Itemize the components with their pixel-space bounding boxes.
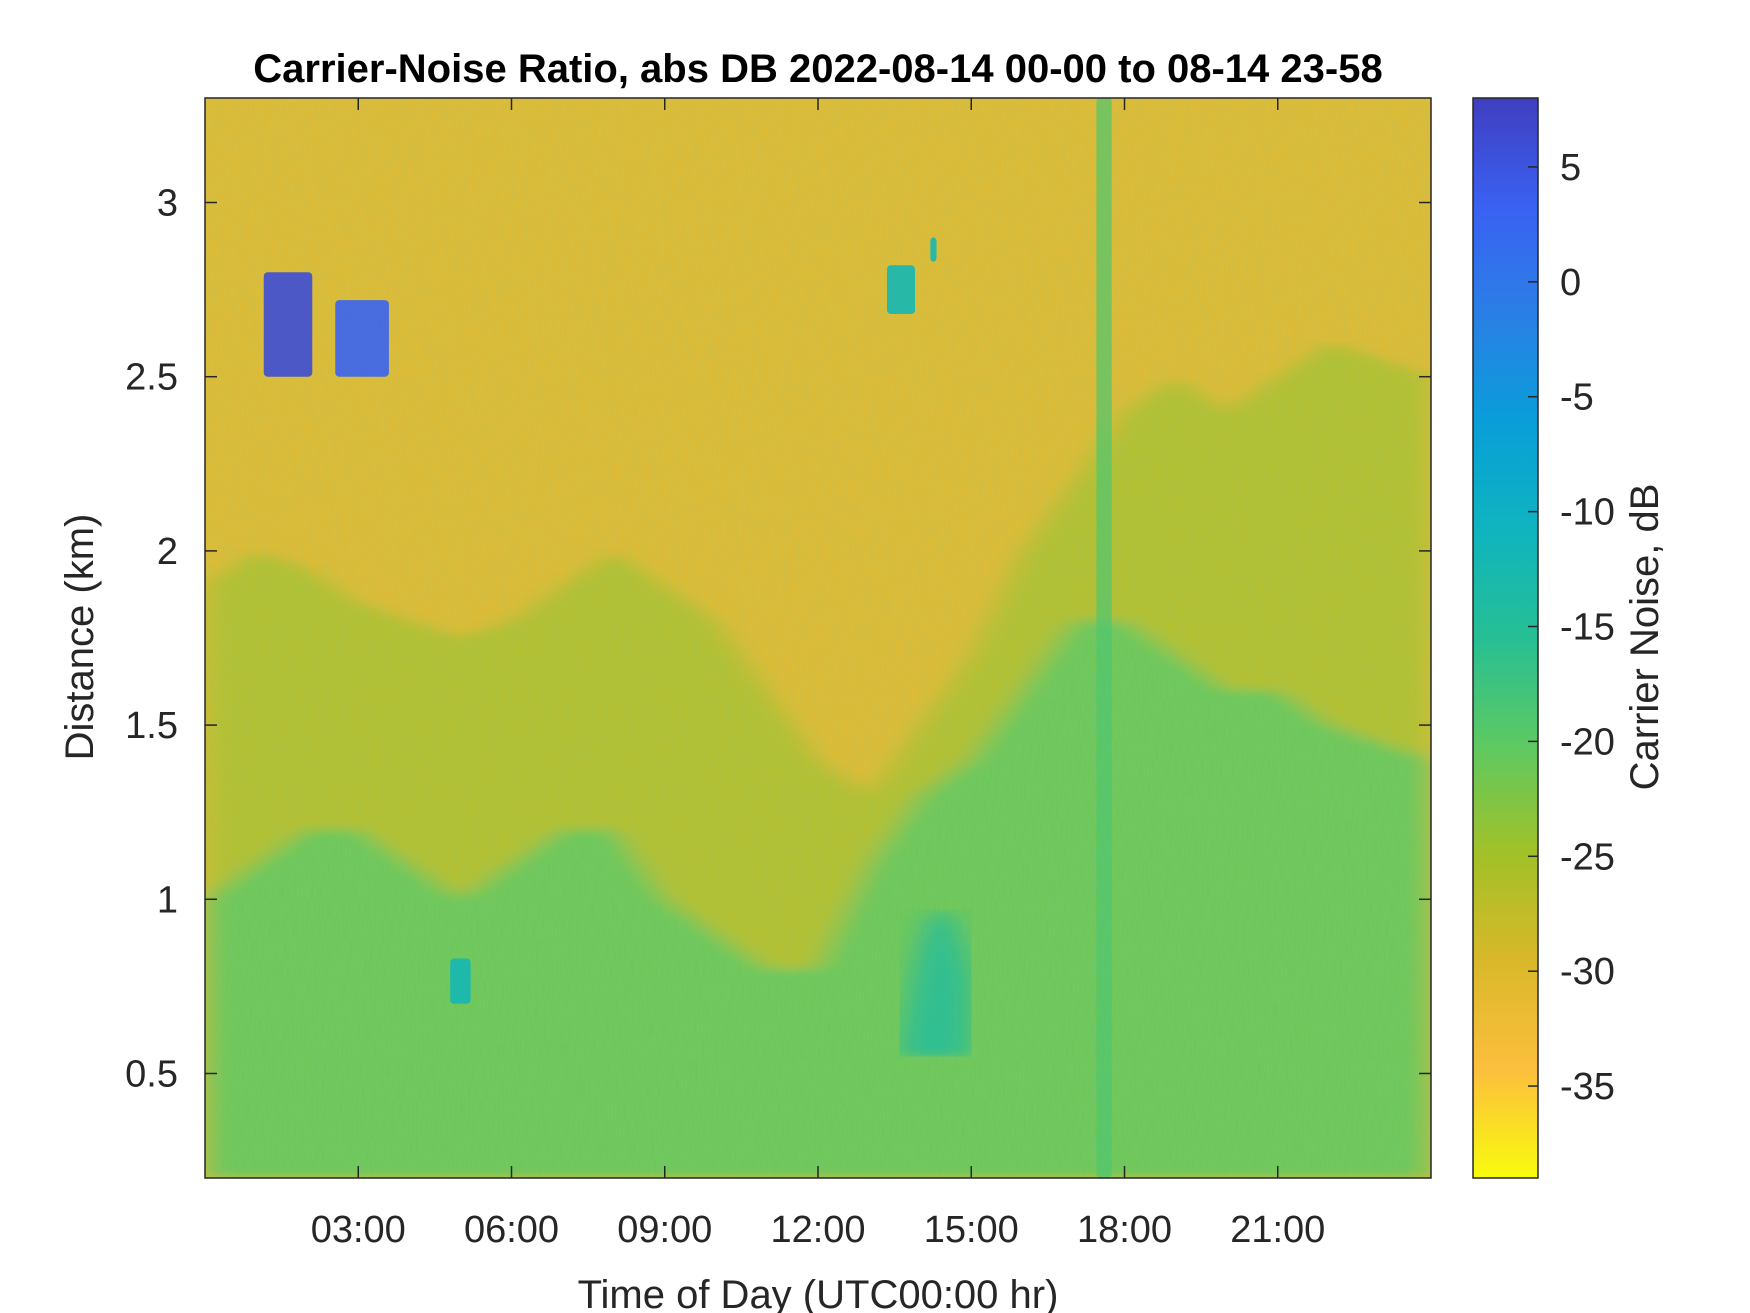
heatmap-features — [263, 98, 1112, 1178]
x-tick-label: 09:00 — [617, 1209, 712, 1251]
colorbar-tick-label: -25 — [1560, 836, 1615, 878]
plot-area — [205, 98, 1431, 1178]
colorbar-tick-label: -5 — [1560, 377, 1594, 419]
x-tick-label: 15:00 — [924, 1209, 1019, 1251]
x-axis-ticks: 03:00 06:00 09:00 12:00 15:00 18:00 21:00 — [311, 98, 1325, 1251]
plot-noise-texture — [205, 98, 1431, 1178]
colorbar-tick-label: 0 — [1560, 262, 1581, 304]
colorbar-tick-label: -20 — [1560, 721, 1615, 763]
y-axis-ticks: 0.5 1 1.5 2 2.5 3 — [125, 183, 1431, 1095]
cloud-feature-2 — [886, 265, 916, 314]
y-tick-label: 3 — [157, 183, 178, 225]
colorbar-tick-label: -30 — [1560, 951, 1615, 993]
x-tick-label: 06:00 — [464, 1209, 559, 1251]
x-tick-label: 18:00 — [1077, 1209, 1172, 1251]
y-axis-label: Distance (km) — [58, 514, 102, 761]
y-tick-label: 1 — [157, 879, 178, 921]
colorbar — [1473, 98, 1538, 1178]
y-tick-label: 1.5 — [125, 705, 178, 747]
column-feature-6 — [1096, 98, 1112, 1178]
cloud-feature-3 — [930, 237, 937, 262]
colorbar-tick-label: -35 — [1560, 1066, 1615, 1108]
colorbar-label: Carrier Noise, dB — [1623, 484, 1667, 791]
y-tick-label: 2 — [157, 531, 178, 573]
chart-title: Carrier-Noise Ratio, abs DB 2022-08-14 0… — [253, 47, 1382, 91]
x-tick-label: 12:00 — [770, 1209, 865, 1251]
colorbar-tick-label: 5 — [1560, 147, 1581, 189]
colorbar-ticks: 5 0 -5 -10 -15 -20 -25 -30 -35 — [1528, 147, 1615, 1108]
cloud-feature-1 — [335, 300, 389, 377]
plume-feature-5 — [899, 909, 972, 1057]
colorbar-tick-label: -15 — [1560, 607, 1615, 649]
y-tick-label: 0.5 — [125, 1053, 178, 1095]
x-tick-label: 21:00 — [1230, 1209, 1325, 1251]
x-axis-label: Time of Day (UTC00:00 hr) — [578, 1273, 1059, 1313]
colorbar-tick-label: -10 — [1560, 492, 1615, 534]
cloud-feature-0 — [263, 272, 313, 377]
cloud-feature-4 — [450, 958, 471, 1004]
y-tick-label: 2.5 — [125, 357, 178, 399]
colorbar-frame — [1472, 97, 1539, 1179]
x-tick-label: 03:00 — [311, 1209, 406, 1251]
